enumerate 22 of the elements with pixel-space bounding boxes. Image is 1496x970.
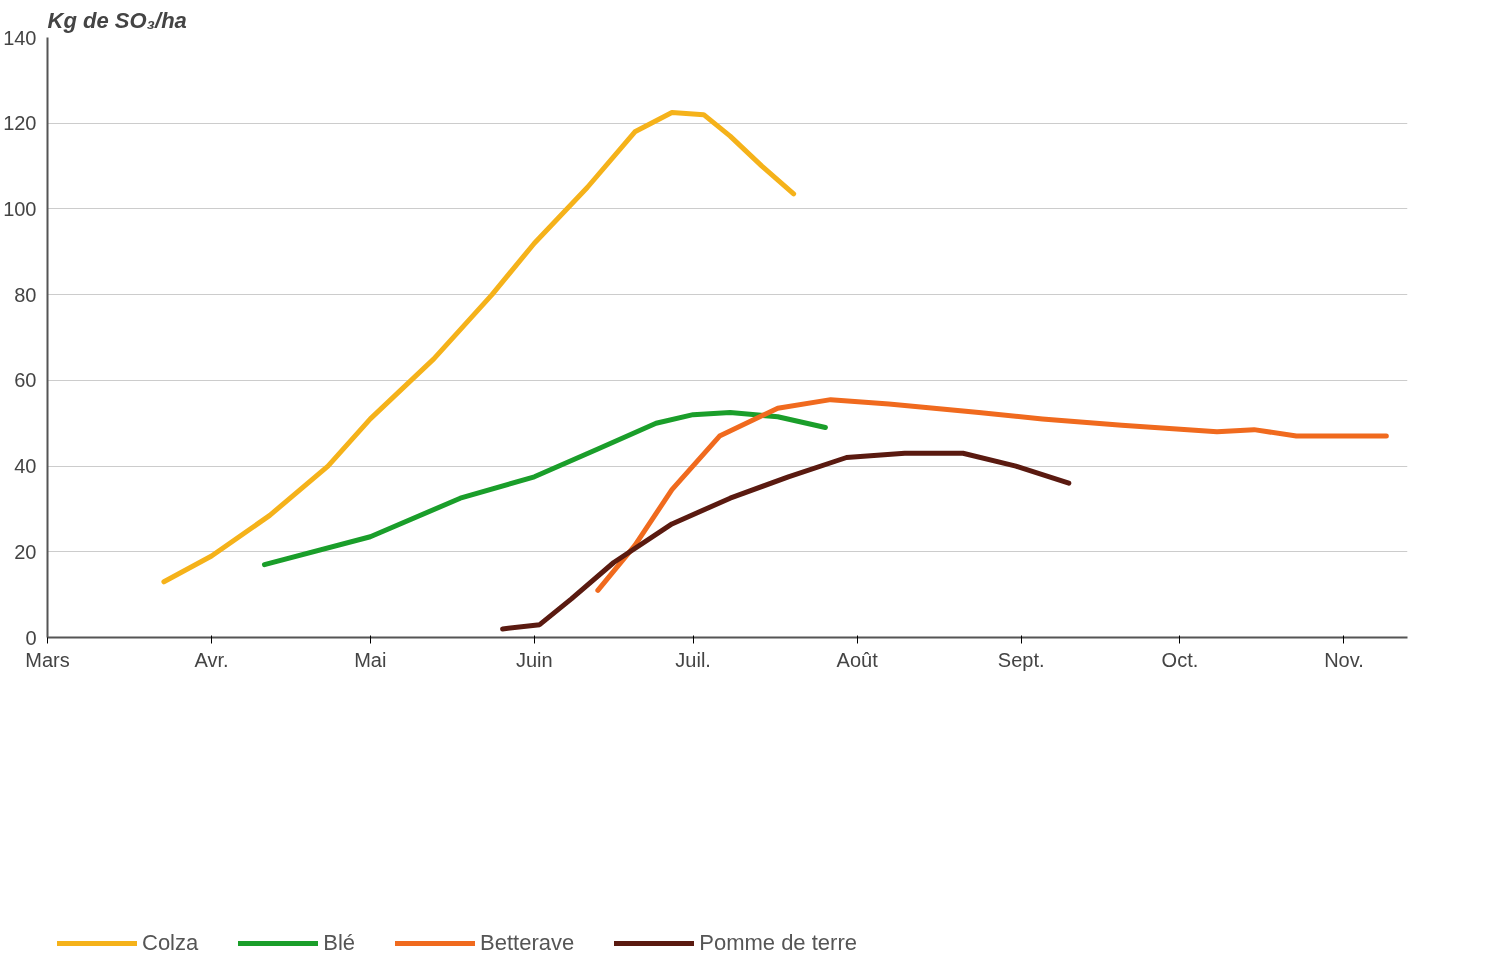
legend-label: Betterave <box>480 930 575 956</box>
x-tick-label: Août <box>836 648 879 671</box>
y-tick-label: 60 <box>14 369 37 392</box>
x-tick-label: Nov. <box>1324 648 1364 671</box>
legend-label: Pomme de terre <box>699 930 857 956</box>
x-tick-label: Sept. <box>997 648 1045 671</box>
y-tick-label: 80 <box>14 283 37 306</box>
y-axis-title: Kg de SO₃/ha <box>47 7 187 33</box>
x-tick-label: Juil. <box>675 648 711 671</box>
legend-label: Blé <box>323 930 356 956</box>
y-tick-label: 140 <box>3 26 37 49</box>
x-tick-label: Mai <box>354 648 387 671</box>
x-tick-label: Mars <box>25 648 70 671</box>
y-tick-label: 0 <box>25 626 37 649</box>
x-tick-label: Avr. <box>194 648 229 671</box>
legend-label: Colza <box>142 930 199 956</box>
x-tick-label: Oct. <box>1161 648 1199 671</box>
y-tick-label: 120 <box>3 112 37 135</box>
y-tick-label: 40 <box>14 455 37 478</box>
x-tick-label: Juin <box>516 648 553 671</box>
y-tick-label: 20 <box>14 540 37 563</box>
y-tick-label: 100 <box>3 197 37 220</box>
